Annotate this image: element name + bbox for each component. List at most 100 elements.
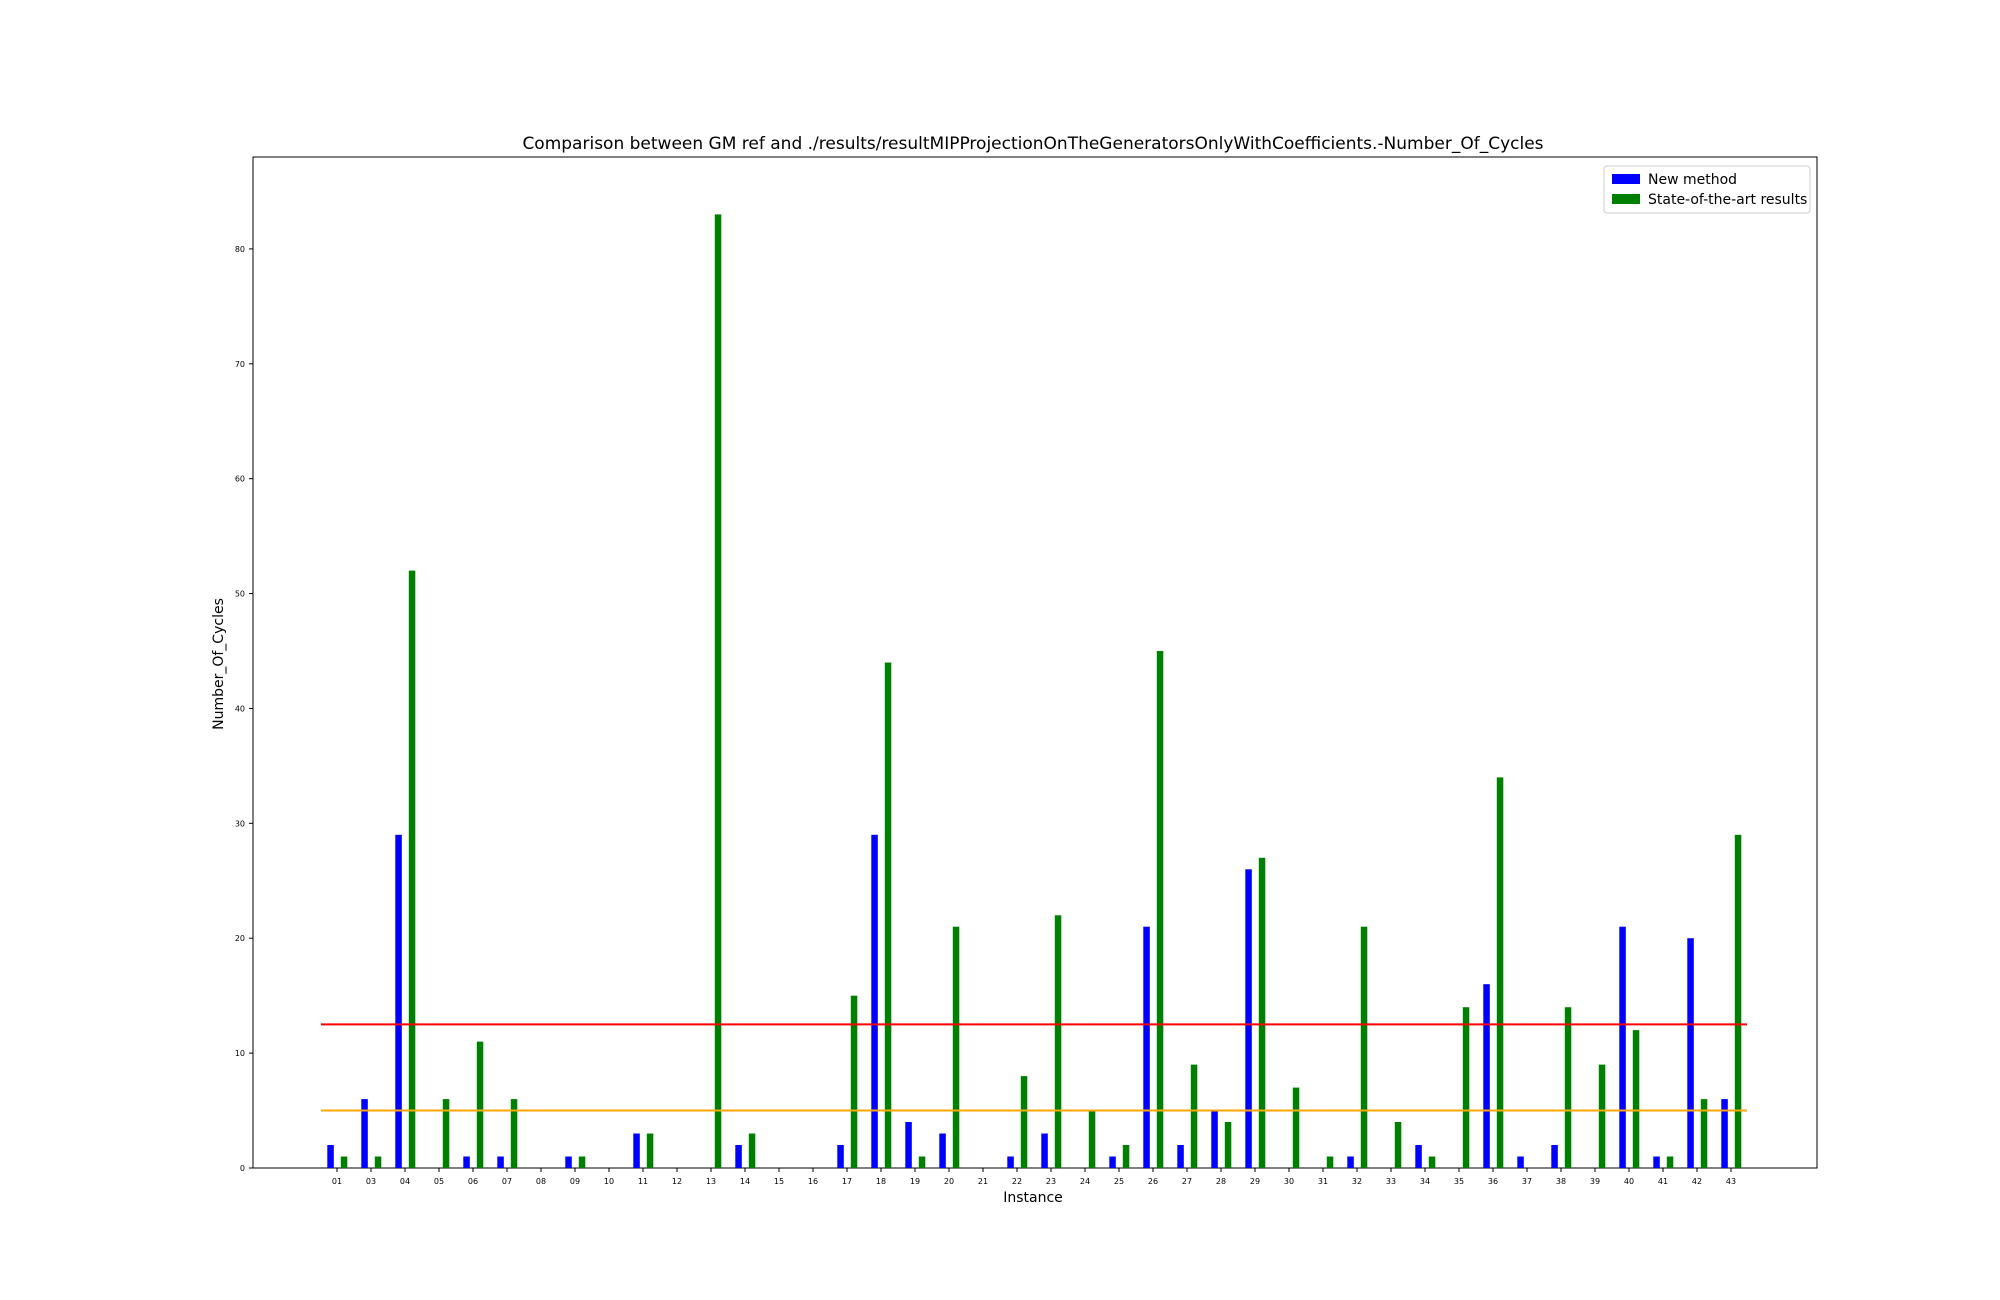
x-tick-label: 04 bbox=[400, 1177, 410, 1186]
plot-area: 0 10 20 30 40 50 60 70 80 01 03 04 05 06 07 08 09 10 11 12 1… bbox=[235, 156, 1818, 1186]
bar-new-method bbox=[1211, 1110, 1218, 1168]
x-tick-label: 35 bbox=[1454, 1177, 1464, 1186]
y-tick-label: 10 bbox=[235, 1049, 245, 1058]
legend-box bbox=[1603, 165, 1811, 214]
x-tick-label: 38 bbox=[1556, 1177, 1566, 1186]
bar-new-method bbox=[871, 834, 878, 1168]
bar-state-of-the-art bbox=[1632, 1030, 1640, 1168]
x-tick-label: 10 bbox=[604, 1177, 614, 1186]
bar-new-method bbox=[565, 1156, 572, 1168]
legend-swatch bbox=[1612, 194, 1640, 204]
x-tick-label: 36 bbox=[1488, 1177, 1498, 1186]
bar-state-of-the-art bbox=[1054, 915, 1062, 1169]
x-tick-label: 41 bbox=[1658, 1177, 1668, 1186]
x-tick-label: 34 bbox=[1420, 1177, 1430, 1186]
y-tick-label: 0 bbox=[240, 1164, 245, 1173]
bar-new-method bbox=[1245, 869, 1252, 1168]
x-tick-label: 15 bbox=[774, 1177, 784, 1186]
x-tick-label: 03 bbox=[366, 1177, 376, 1186]
bar-new-method bbox=[1415, 1145, 1422, 1168]
bar-state-of-the-art bbox=[1292, 1087, 1300, 1168]
x-tick-label: 28 bbox=[1216, 1177, 1226, 1186]
bar-state-of-the-art bbox=[1564, 1007, 1572, 1168]
bar-state-of-the-art bbox=[1666, 1156, 1674, 1168]
x-tick-label: 33 bbox=[1386, 1177, 1396, 1186]
bar-new-method bbox=[497, 1156, 504, 1168]
bar-new-method bbox=[939, 1133, 946, 1168]
x-tick-label: 16 bbox=[808, 1177, 818, 1186]
bar-new-method bbox=[1347, 1156, 1354, 1168]
x-tick-label: 43 bbox=[1726, 1177, 1736, 1186]
bar-state-of-the-art bbox=[1734, 834, 1742, 1168]
bar-new-method bbox=[633, 1133, 640, 1168]
bar-new-method bbox=[1653, 1156, 1660, 1168]
x-tick-label: 18 bbox=[876, 1177, 886, 1186]
bar-state-of-the-art bbox=[1156, 651, 1164, 1168]
bar-new-method bbox=[463, 1156, 470, 1168]
bar-state-of-the-art bbox=[1258, 857, 1266, 1168]
bar-state-of-the-art bbox=[884, 662, 892, 1168]
bar-state-of-the-art bbox=[1496, 777, 1504, 1168]
bar-new-method bbox=[1551, 1145, 1558, 1168]
bar-state-of-the-art bbox=[1190, 1064, 1198, 1168]
x-tick-label: 37 bbox=[1522, 1177, 1532, 1186]
x-tick-label: 31 bbox=[1318, 1177, 1328, 1186]
bar-new-method bbox=[1687, 938, 1694, 1168]
x-tick-label: 07 bbox=[502, 1177, 512, 1186]
bar-state-of-the-art bbox=[714, 214, 722, 1168]
bar-state-of-the-art bbox=[1326, 1156, 1334, 1168]
x-tick-label: 01 bbox=[332, 1177, 342, 1186]
bar-new-method bbox=[1517, 1156, 1524, 1168]
x-tick-label: 13 bbox=[706, 1177, 716, 1186]
bar-state-of-the-art bbox=[578, 1156, 586, 1168]
legend-label: State-of-the-art results bbox=[1648, 192, 1807, 208]
x-tick-label: 25 bbox=[1114, 1177, 1124, 1186]
bar-state-of-the-art bbox=[476, 1041, 484, 1168]
bar-new-method bbox=[327, 1145, 334, 1168]
x-tick-label: 05 bbox=[434, 1177, 444, 1186]
bar-state-of-the-art bbox=[1360, 926, 1368, 1168]
x-tick-label: 17 bbox=[842, 1177, 852, 1186]
x-tick-label: 39 bbox=[1590, 1177, 1600, 1186]
bar-new-method bbox=[1619, 926, 1626, 1168]
bar-state-of-the-art bbox=[408, 570, 416, 1168]
bar-new-method bbox=[905, 1122, 912, 1168]
bar-new-method bbox=[1483, 984, 1490, 1168]
bar-state-of-the-art bbox=[510, 1099, 518, 1168]
x-tick-label: 08 bbox=[536, 1177, 546, 1186]
bar-new-method bbox=[1041, 1133, 1048, 1168]
bar-state-of-the-art bbox=[1020, 1076, 1028, 1168]
bar-new-method bbox=[1007, 1156, 1014, 1168]
y-tick-label: 60 bbox=[235, 475, 245, 484]
legend: New method State-of-the-art results bbox=[1603, 165, 1811, 214]
x-tick-label: 32 bbox=[1352, 1177, 1362, 1186]
x-tick-label: 12 bbox=[672, 1177, 682, 1186]
x-tick-label: 09 bbox=[570, 1177, 580, 1186]
bar-new-method bbox=[1721, 1099, 1728, 1168]
y-axis-label: Number_Of_Cycles bbox=[211, 598, 227, 730]
x-tick-label: 24 bbox=[1080, 1177, 1090, 1186]
bar-state-of-the-art bbox=[1224, 1122, 1232, 1168]
bar-new-method bbox=[1177, 1145, 1184, 1168]
x-axis-label: Instance bbox=[1003, 1190, 1063, 1206]
bar-state-of-the-art bbox=[952, 926, 960, 1168]
bar-state-of-the-art bbox=[1122, 1145, 1130, 1168]
bar-state-of-the-art bbox=[748, 1133, 756, 1168]
x-tick-label: 20 bbox=[944, 1177, 954, 1186]
x-tick-label: 06 bbox=[468, 1177, 478, 1186]
x-tick-label: 23 bbox=[1046, 1177, 1056, 1186]
bar-new-method bbox=[837, 1145, 844, 1168]
x-tick-label: 21 bbox=[978, 1177, 988, 1186]
x-tick-label: 26 bbox=[1148, 1177, 1158, 1186]
bar-state-of-the-art bbox=[340, 1156, 348, 1168]
x-tick-label: 19 bbox=[910, 1177, 920, 1186]
x-tick-label: 14 bbox=[740, 1177, 750, 1186]
x-tick-label: 29 bbox=[1250, 1177, 1260, 1186]
bar-state-of-the-art bbox=[918, 1156, 926, 1168]
bar-new-method bbox=[395, 834, 402, 1168]
y-tick-label: 80 bbox=[235, 245, 245, 254]
y-tick-label: 30 bbox=[235, 819, 245, 828]
y-tick-label: 20 bbox=[235, 934, 245, 943]
bar-state-of-the-art bbox=[374, 1156, 382, 1168]
y-tick-label: 50 bbox=[235, 590, 245, 599]
